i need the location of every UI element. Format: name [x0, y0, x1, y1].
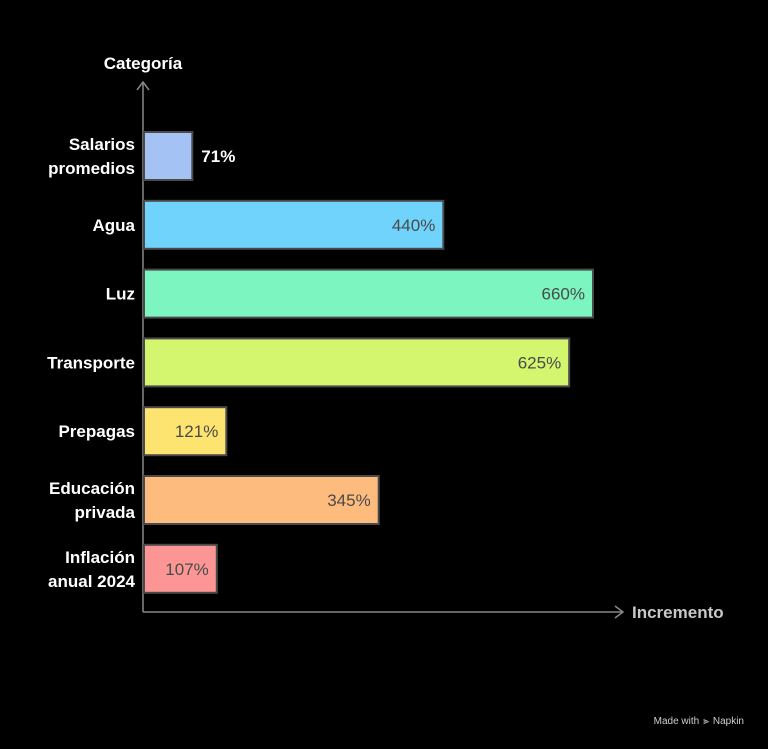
- footer: Made with ⫸ Napkin: [654, 716, 744, 727]
- category-label-0-line-0: Salarios: [69, 135, 135, 154]
- value-label-4: 121%: [175, 422, 218, 441]
- category-label-5-line-1: privada: [75, 503, 136, 522]
- bar-0: [143, 131, 194, 181]
- y-axis-arrow-icon: [136, 80, 150, 91]
- bars-group: Salarios promedios 71% Agua 440% Luz 660% Trans…: [47, 131, 594, 594]
- bar-4: [143, 406, 228, 457]
- bar-5: [143, 475, 380, 525]
- category-label-1: Agua: [93, 216, 136, 235]
- made-with-text: Made with: [653, 716, 700, 727]
- bar-2: [143, 268, 594, 319]
- category-label-6-line-1: anual 2024: [48, 572, 135, 591]
- value-label-6: 107%: [165, 560, 208, 579]
- value-label-5: 345%: [327, 491, 370, 510]
- bar-3: [143, 337, 571, 388]
- x-axis-arrow-icon: [614, 605, 625, 619]
- category-label-3: Transporte: [47, 353, 135, 372]
- category-label-0-line-1: promedios: [48, 159, 135, 178]
- value-label-0: 71%: [201, 147, 235, 166]
- y-axis-title: Categoría: [104, 54, 183, 73]
- x-axis-title: Incremento: [632, 603, 724, 622]
- category-label-6-line-0: Inflación: [65, 548, 135, 567]
- bar-6: [143, 543, 218, 594]
- bar-1: [143, 199, 445, 250]
- brand-text: Napkin: [712, 716, 744, 727]
- napkin-logo-icon: ⫸: [703, 716, 709, 727]
- category-label-2: Luz: [106, 285, 135, 304]
- category-label-5-line-0: Educación: [49, 479, 135, 498]
- value-label-1: 440%: [392, 216, 435, 235]
- value-label-3: 625%: [518, 353, 561, 372]
- category-label-4: Prepagas: [58, 422, 135, 441]
- value-label-2: 660%: [542, 285, 585, 304]
